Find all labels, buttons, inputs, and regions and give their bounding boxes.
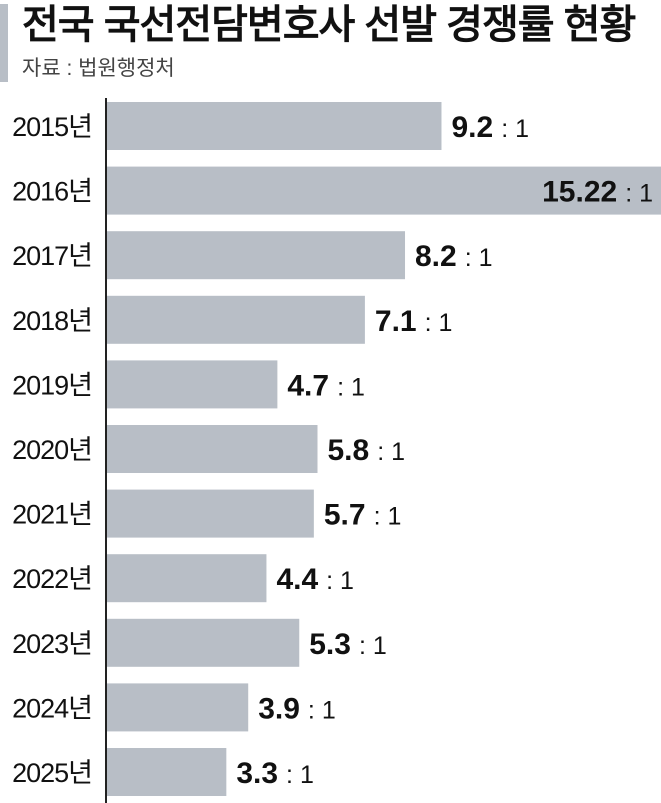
ratio-suffix: : 1 bbox=[465, 244, 493, 272]
bar bbox=[106, 425, 318, 473]
ratio-suffix: : 1 bbox=[625, 180, 653, 208]
value-label: 3.9 : 1 bbox=[258, 692, 336, 725]
value-number: 7.1 bbox=[375, 305, 417, 338]
value-label: 4.7 : 1 bbox=[287, 369, 365, 402]
value-label: 7.1 : 1 bbox=[375, 305, 453, 338]
category-label: 2020년 bbox=[12, 435, 92, 465]
ratio-suffix: : 1 bbox=[501, 115, 529, 143]
category-label: 2018년 bbox=[12, 306, 92, 336]
bar bbox=[106, 489, 314, 538]
chart-title: 전국 국선전담변호사 선발 경쟁률 현황 bbox=[22, 3, 636, 47]
bar bbox=[106, 166, 661, 215]
value-label: 8.2 : 1 bbox=[415, 240, 493, 273]
value-label: 5.7 : 1 bbox=[324, 499, 402, 532]
value-number: 5.3 bbox=[309, 628, 351, 661]
value-number: 4.4 bbox=[276, 563, 318, 596]
value-number: 4.7 bbox=[287, 369, 329, 402]
category-label: 2019년 bbox=[12, 370, 92, 400]
value-label: 5.3 : 1 bbox=[309, 628, 387, 661]
category-label: 2023년 bbox=[12, 629, 92, 659]
value-label: 4.4 : 1 bbox=[276, 563, 354, 596]
category-label: 2024년 bbox=[12, 693, 92, 723]
value-number: 3.3 bbox=[236, 757, 278, 790]
value-number: 5.8 bbox=[327, 434, 369, 467]
value-number: 8.2 bbox=[415, 240, 457, 273]
value-number: 3.9 bbox=[258, 692, 300, 725]
ratio-suffix: : 1 bbox=[425, 309, 453, 337]
value-number: 15.22 bbox=[542, 176, 617, 209]
value-number: 9.2 bbox=[451, 111, 493, 144]
ratio-suffix: : 1 bbox=[337, 373, 365, 401]
value-label: 9.2 : 1 bbox=[451, 111, 529, 144]
title-accent-bar bbox=[0, 4, 8, 82]
bar bbox=[106, 683, 249, 732]
ratio-suffix: : 1 bbox=[326, 567, 354, 595]
value-label: 15.22 : 1 bbox=[542, 176, 653, 209]
bar bbox=[106, 554, 267, 603]
category-label: 2016년 bbox=[12, 177, 92, 207]
ratio-suffix: : 1 bbox=[286, 761, 314, 789]
category-label: 2015년 bbox=[12, 112, 92, 142]
category-label: 2022년 bbox=[12, 564, 92, 594]
chart-source: 자료 : 법원행정처 bbox=[22, 57, 175, 80]
category-label: 2025년 bbox=[12, 758, 92, 788]
bar bbox=[106, 748, 227, 796]
bar bbox=[106, 231, 406, 280]
bar bbox=[106, 360, 278, 409]
bar bbox=[106, 102, 442, 150]
value-label: 3.3 : 1 bbox=[236, 757, 314, 790]
ratio-suffix: : 1 bbox=[359, 632, 387, 660]
value-label: 5.8 : 1 bbox=[327, 434, 405, 467]
bar bbox=[106, 295, 365, 344]
category-label: 2017년 bbox=[12, 241, 92, 271]
ratio-suffix: : 1 bbox=[308, 696, 336, 724]
ratio-suffix: : 1 bbox=[374, 503, 402, 531]
ratio-suffix: : 1 bbox=[377, 438, 405, 466]
category-label: 2021년 bbox=[12, 500, 92, 530]
value-number: 5.7 bbox=[324, 499, 366, 532]
bar bbox=[106, 618, 300, 667]
